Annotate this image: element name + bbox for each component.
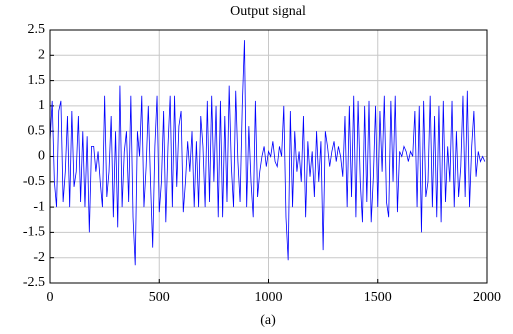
x-tick-label: 2000 — [473, 290, 501, 305]
y-tick-label: 2.5 — [28, 22, 46, 37]
x-tick-label: 1000 — [255, 290, 283, 305]
y-tick-label: 0.5 — [28, 123, 46, 138]
y-tick-label: -1.5 — [23, 225, 45, 240]
y-tick-label: -1 — [33, 199, 45, 214]
y-tick-label: 1.5 — [28, 73, 46, 88]
y-tick-label: 1 — [38, 98, 45, 113]
x-tick-label: 500 — [149, 290, 170, 305]
signal-line — [49, 40, 486, 266]
plot-frame — [49, 29, 488, 284]
y-tick-label: 2 — [38, 48, 45, 63]
x-tick-label: 0 — [47, 290, 54, 305]
y-tick-label: -2 — [33, 250, 45, 265]
y-tick-label: -2.5 — [23, 275, 45, 290]
y-tick-label: -0.5 — [23, 174, 45, 189]
caption: (a) — [260, 313, 276, 328]
x-tick-label: 1500 — [364, 290, 392, 305]
chart-title: Output signal — [230, 4, 306, 19]
y-tick-label: 0 — [38, 149, 45, 164]
